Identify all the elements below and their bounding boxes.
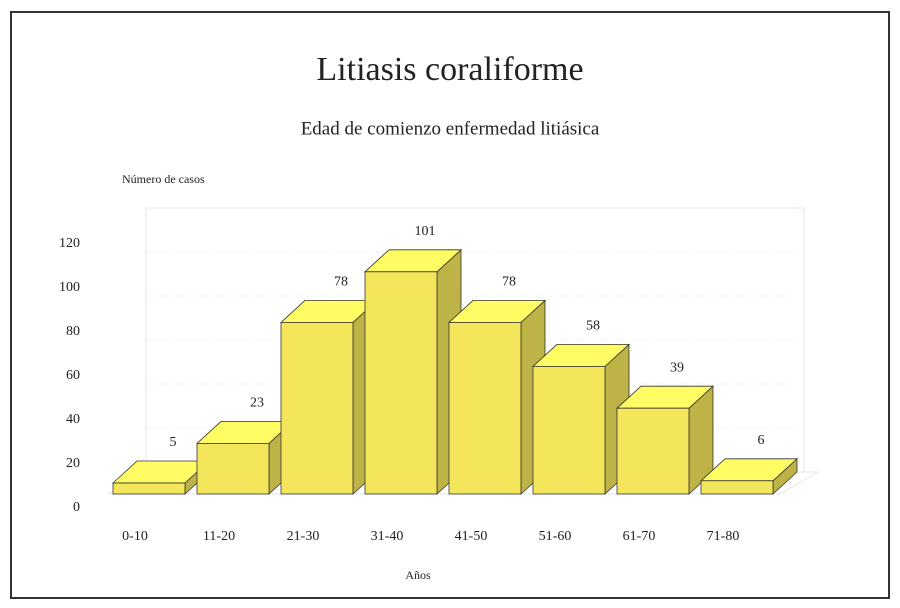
y-tick-label: 40 bbox=[66, 412, 80, 427]
x-tick-label: 61-70 bbox=[623, 529, 656, 544]
y-tick-label: 80 bbox=[66, 324, 80, 339]
bar bbox=[279, 299, 379, 495]
x-tick-label: 41-50 bbox=[455, 529, 488, 544]
value-label: 101 bbox=[415, 224, 436, 239]
x-tick-label: 21-30 bbox=[287, 529, 320, 544]
y-axis-label: Número de casos bbox=[122, 172, 205, 186]
x-tick-label: 71-80 bbox=[707, 529, 740, 544]
y-tick-label: 60 bbox=[66, 368, 80, 383]
x-axis-label: Años bbox=[405, 568, 431, 582]
x-tick-label: 31-40 bbox=[371, 529, 404, 544]
x-tick-label: 0-10 bbox=[122, 529, 148, 544]
bar bbox=[699, 457, 799, 495]
bar-face bbox=[280, 321, 354, 495]
bar-face bbox=[364, 271, 438, 495]
bar bbox=[531, 343, 631, 495]
value-label: 5 bbox=[170, 435, 177, 450]
value-label: 78 bbox=[502, 275, 516, 290]
y-tick-label: 20 bbox=[66, 456, 80, 471]
bar bbox=[615, 385, 715, 495]
y-tick-label: 120 bbox=[59, 236, 80, 251]
y-tick-label: 0 bbox=[73, 500, 80, 515]
bar-face bbox=[532, 365, 606, 495]
bar-face bbox=[616, 407, 690, 495]
bar bbox=[447, 299, 547, 495]
value-label: 23 bbox=[250, 396, 264, 411]
bar-face bbox=[700, 480, 774, 495]
value-label: 39 bbox=[670, 360, 684, 375]
bar bbox=[111, 460, 211, 495]
bar-face bbox=[448, 321, 522, 495]
bar-face bbox=[196, 442, 270, 495]
value-label: 6 bbox=[758, 433, 765, 448]
bar bbox=[195, 420, 295, 495]
y-tick-label: 100 bbox=[59, 280, 80, 295]
x-tick-label: 51-60 bbox=[539, 529, 572, 544]
chart-title: Litiasis coraliforme bbox=[316, 51, 583, 88]
value-label: 58 bbox=[586, 319, 600, 334]
value-label: 78 bbox=[334, 275, 348, 290]
x-tick-label: 11-20 bbox=[203, 529, 235, 544]
bar-face bbox=[112, 482, 186, 495]
bar bbox=[363, 248, 463, 495]
chart-subtitle: Edad de comienzo enfermedad litiásica bbox=[301, 118, 600, 139]
